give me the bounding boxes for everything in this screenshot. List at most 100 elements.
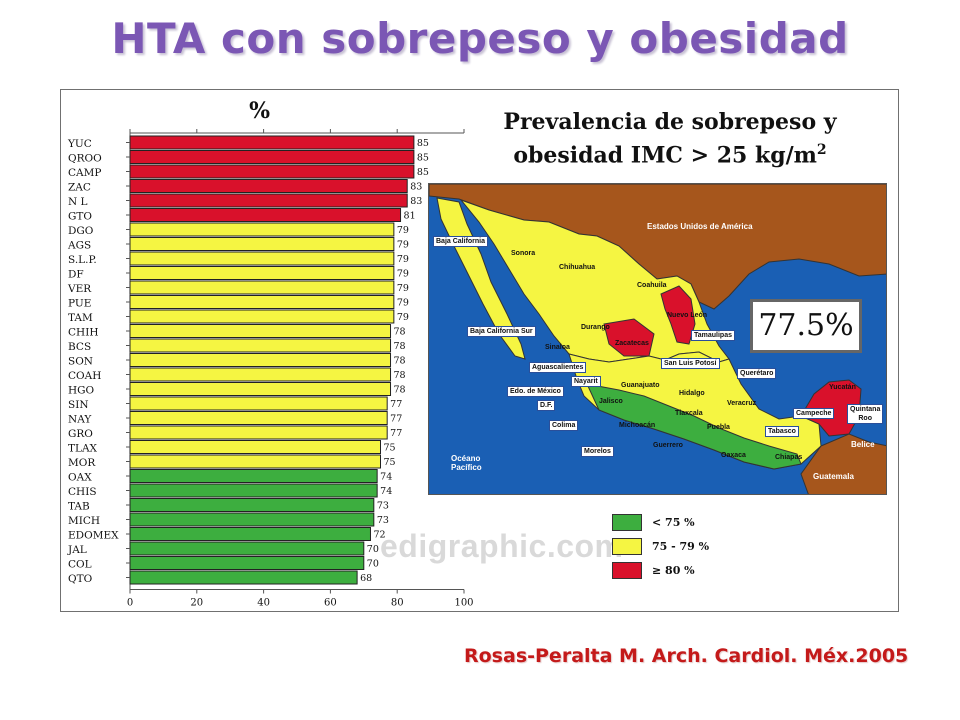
x-tick-label: 20: [190, 598, 203, 609]
label-aguascalientes: Aguascalientes: [529, 362, 587, 373]
data-label: 78: [394, 327, 406, 338]
label-tabasco: Tabasco: [765, 426, 799, 437]
category-label: COAH: [68, 370, 101, 382]
x-tick-label: 0: [127, 598, 133, 609]
bar: [129, 570, 358, 585]
data-label: 75: [384, 443, 396, 454]
bar: [129, 411, 388, 425]
x-tick-label: 80: [391, 598, 404, 609]
bar: [129, 498, 375, 512]
category-label: TAM: [68, 312, 93, 324]
bar: [129, 541, 365, 556]
bar: [129, 396, 388, 411]
category-label: CHIS: [68, 486, 97, 498]
label-veracruz: Veracruz: [727, 400, 757, 407]
watermark: edigraphic.com: [380, 528, 624, 564]
data-label: 78: [394, 356, 406, 367]
bar: [129, 483, 378, 498]
bar: [129, 440, 381, 454]
map-title-sup: 2: [816, 142, 827, 158]
label-colima: Colima: [549, 420, 579, 431]
category-label: GRO: [68, 428, 93, 440]
label-chiapas: Chiapas: [775, 454, 803, 461]
label-zacatecas: Zacatecas: [615, 340, 649, 347]
category-label: AGS: [67, 240, 91, 252]
label-quintana-roo: Quintana Roo: [847, 404, 884, 424]
label-hidalgo: Hidalgo: [679, 390, 705, 397]
legend-swatch-high: [612, 561, 642, 579]
data-label: 83: [410, 196, 422, 207]
data-label: 79: [397, 298, 409, 309]
category-label: S.L.P.: [68, 254, 97, 266]
x-tick-label: 40: [257, 598, 270, 609]
category-label: N L: [68, 196, 88, 208]
label-nayarit: Nayarit: [571, 376, 601, 387]
category-label: QTO: [68, 573, 93, 585]
map-title: Prevalencia de sobrepeso y obesidad IMC …: [480, 108, 860, 169]
category-label: PUE: [68, 298, 91, 310]
label-belice: Belice: [851, 440, 875, 449]
label-sonora: Sonora: [511, 250, 536, 257]
data-label: 70: [367, 544, 379, 555]
data-label: 81: [404, 211, 416, 222]
category-label: OAX: [68, 472, 92, 484]
data-label: 72: [373, 530, 385, 541]
bar: [129, 353, 392, 367]
data-label: 83: [410, 182, 422, 193]
x-tick-label: 100: [454, 598, 473, 609]
bar: [129, 512, 375, 527]
category-label: CHIH: [68, 327, 99, 339]
data-label: 73: [377, 501, 389, 512]
bar: [129, 280, 395, 295]
x-tick-label: 60: [324, 598, 337, 609]
slide-title: HTA con sobrepeso y obesidad: [111, 14, 849, 63]
data-label: 79: [397, 225, 409, 236]
data-label: 78: [394, 370, 406, 381]
label-tamaulipas: Tamaulipas: [691, 330, 735, 341]
label-oaxaca: Oaxaca: [721, 452, 746, 459]
label-michoacan: Michoacán: [619, 422, 656, 429]
bar: [129, 150, 415, 164]
data-label: 85: [417, 138, 429, 149]
map-title-line2: obesidad IMC > 25 kg/m2: [513, 142, 827, 169]
category-label: HGO: [68, 385, 95, 397]
bar: [129, 222, 395, 237]
label-puebla: Puebla: [707, 424, 730, 431]
data-label: 79: [397, 312, 409, 323]
label-queretaro: Querétaro: [737, 368, 777, 379]
data-label: 77: [390, 399, 402, 410]
category-label: GTO: [68, 211, 92, 223]
bar: [129, 164, 415, 179]
data-label: 74: [380, 486, 392, 497]
legend-label-high: ≥ 80 %: [652, 563, 695, 577]
bar: [129, 309, 395, 324]
data-label: 78: [394, 341, 406, 352]
bar: [129, 237, 395, 251]
label-guatemala: Guatemala: [813, 472, 854, 481]
label-chihuahua: Chihuahua: [559, 264, 596, 271]
category-label: SIN: [68, 399, 89, 411]
bar: [129, 367, 392, 382]
bar: [129, 179, 408, 193]
data-label: 74: [380, 472, 392, 483]
label-nuevo-leon: Nuevo León: [667, 312, 708, 319]
map-south-green: [586, 383, 802, 470]
legend-item-high: ≥ 80 %: [612, 560, 709, 580]
label-edo-mexico: Edo. de México: [507, 386, 564, 397]
legend-swatch-mid: [612, 537, 642, 555]
category-label: CAMP: [68, 167, 101, 179]
legend-item-low: < 75 %: [612, 512, 709, 532]
label-df: D.F.: [537, 400, 556, 411]
data-label: 79: [397, 240, 409, 251]
bar: [129, 193, 408, 208]
map-nuevo-leon: [660, 285, 696, 345]
map-legend: < 75 % 75 - 79 % ≥ 80 %: [612, 512, 709, 584]
data-label: 79: [397, 254, 409, 265]
legend-label-mid: 75 - 79 %: [652, 539, 710, 553]
data-label: 79: [397, 269, 409, 280]
label-durango: Durango: [581, 324, 610, 331]
label-oceano-pacifico: Océano Pacífico: [451, 454, 482, 472]
legend-swatch-low: [612, 513, 642, 531]
label-guerrero: Guerrero: [653, 442, 683, 449]
